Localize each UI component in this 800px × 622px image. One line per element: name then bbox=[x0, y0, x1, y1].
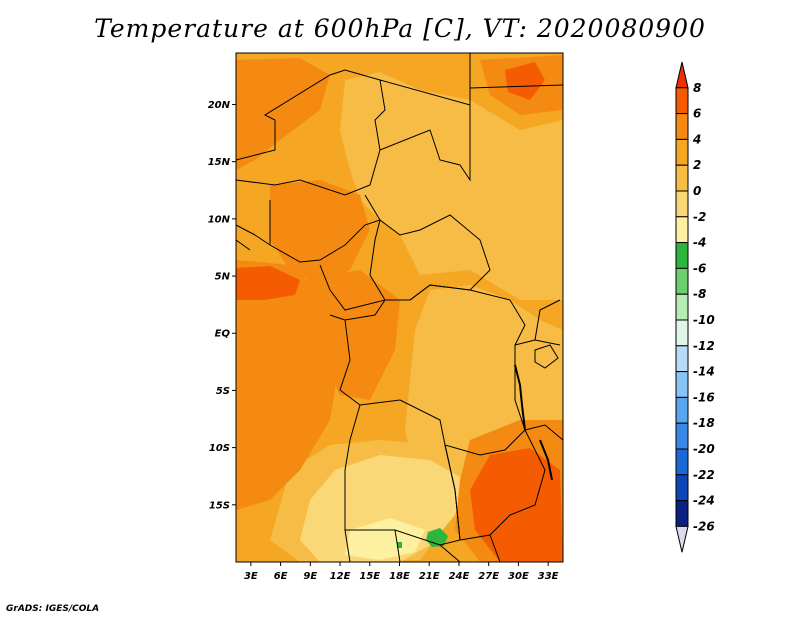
colorbar-swatch bbox=[675, 190, 689, 218]
colorbar-swatch bbox=[675, 500, 689, 527]
colorbar-swatch bbox=[675, 474, 689, 502]
colorbar-swatch bbox=[675, 293, 689, 321]
colorbar-label: -18 bbox=[693, 416, 715, 430]
shade-minus4-to-minus2 bbox=[345, 518, 425, 560]
lon-tick-label: 24E bbox=[449, 571, 470, 582]
colorbar-label: -16 bbox=[693, 390, 715, 404]
colorbar-swatch bbox=[675, 345, 689, 373]
colorbar-label: -12 bbox=[693, 339, 715, 353]
colorbar-swatch bbox=[675, 164, 689, 192]
temperature-field bbox=[236, 53, 563, 562]
colorbar-swatch bbox=[675, 138, 689, 166]
lon-tick-label: 15E bbox=[359, 571, 380, 582]
colorbar-label: -20 bbox=[693, 442, 715, 456]
lat-tick-label: 10S bbox=[209, 443, 230, 454]
lake-malawi bbox=[539, 439, 553, 481]
colorbar-label: -14 bbox=[693, 365, 715, 379]
colorbar-label: -24 bbox=[693, 494, 715, 508]
border-west-coast bbox=[236, 224, 271, 251]
colorbar-label: -8 bbox=[693, 287, 706, 301]
colorbar-label: 0 bbox=[693, 184, 701, 198]
lon-tick-label: 30E bbox=[508, 571, 529, 582]
colorbar-swatch bbox=[675, 113, 689, 140]
colorbar-swatch bbox=[675, 371, 689, 398]
longitude-axis: 3E 6E 9E 12E 15E 18E 21E 24E 27E 30E 33E bbox=[244, 562, 559, 582]
shade-minus6-patch-small bbox=[397, 542, 402, 548]
colorbar-bottom-arrow bbox=[675, 525, 689, 553]
lat-tick-label: EQ bbox=[215, 329, 231, 340]
border-nigeria bbox=[269, 194, 381, 263]
colorbar-label: 6 bbox=[693, 107, 701, 121]
lat-tick-label: 15N bbox=[208, 157, 231, 168]
grads-credit: GrADS: IGES/COLA bbox=[6, 604, 100, 614]
colorbar-label: 2 bbox=[693, 158, 701, 172]
colorbar-swatch bbox=[675, 242, 689, 269]
country-borders bbox=[236, 53, 563, 562]
border-sudan-east bbox=[469, 84, 563, 89]
latitude-axis: 20N 15N 10N 5N EQ 5S 10S 15S bbox=[208, 100, 236, 511]
lat-tick-label: 10N bbox=[208, 214, 231, 225]
lat-tick-label: 15S bbox=[209, 500, 230, 511]
map-title: Temperature at 600hPa [C], VT: 202008090… bbox=[94, 14, 706, 43]
colorbar-top-arrow bbox=[675, 61, 689, 89]
colorbar-label: -26 bbox=[693, 519, 715, 533]
colorbar-swatch bbox=[675, 448, 689, 476]
border-sahel bbox=[236, 79, 386, 196]
lon-tick-label: 27E bbox=[478, 571, 499, 582]
border-east-africa bbox=[514, 299, 563, 441]
colorbar-swatch bbox=[675, 216, 689, 244]
lon-tick-label: 3E bbox=[244, 571, 258, 582]
lat-tick-label: 5S bbox=[216, 386, 230, 397]
lat-tick-label: 20N bbox=[208, 100, 231, 111]
border-congo bbox=[329, 299, 401, 406]
colorbar-swatch bbox=[675, 422, 689, 450]
colorbar-swatch bbox=[675, 396, 689, 424]
border-drc bbox=[385, 284, 526, 456]
colorbar-label: -2 bbox=[693, 210, 706, 224]
lon-tick-label: 12E bbox=[330, 571, 351, 582]
colorbar-label: -22 bbox=[693, 468, 715, 482]
lon-tick-label: 6E bbox=[274, 571, 288, 582]
shade-4-to-6-westcoast bbox=[236, 58, 330, 170]
lat-tick-label: 5N bbox=[215, 272, 231, 283]
colorbar-label: -6 bbox=[693, 261, 706, 275]
shade-6-to-8-gulf bbox=[236, 266, 300, 300]
colorbar: 8 6 4 2 0 -2 -4 -6 -8 -10 -12 -14 -16 -18 -20 -22 -24 -26 bbox=[675, 61, 715, 553]
shade-0-to-2-north bbox=[340, 72, 563, 300]
lon-tick-label: 9E bbox=[303, 571, 317, 582]
colorbar-label: -10 bbox=[693, 313, 715, 327]
colorbar-swatch bbox=[675, 319, 689, 347]
shade-6-to-8-southeast bbox=[470, 448, 563, 562]
shade-minus2-to-0 bbox=[300, 455, 465, 562]
colorbar-swatch bbox=[675, 87, 689, 115]
border-zambia bbox=[444, 429, 546, 541]
lake-tanganyika bbox=[514, 364, 526, 431]
colorbar-label: -4 bbox=[693, 236, 706, 250]
border-namibia-botswana bbox=[344, 529, 501, 562]
colorbar-label: 8 bbox=[693, 81, 701, 95]
lon-tick-label: 33E bbox=[538, 571, 559, 582]
colorbar-swatch bbox=[675, 267, 689, 295]
border-chad-sudan bbox=[379, 105, 471, 182]
lon-tick-label: 18E bbox=[389, 571, 410, 582]
lake-victoria bbox=[534, 344, 559, 369]
lon-tick-label: 21E bbox=[419, 571, 440, 582]
border-north bbox=[236, 53, 471, 161]
border-cameroon bbox=[319, 264, 386, 311]
colorbar-label: 4 bbox=[692, 132, 701, 146]
shade-6-to-8-northeast bbox=[505, 62, 545, 100]
